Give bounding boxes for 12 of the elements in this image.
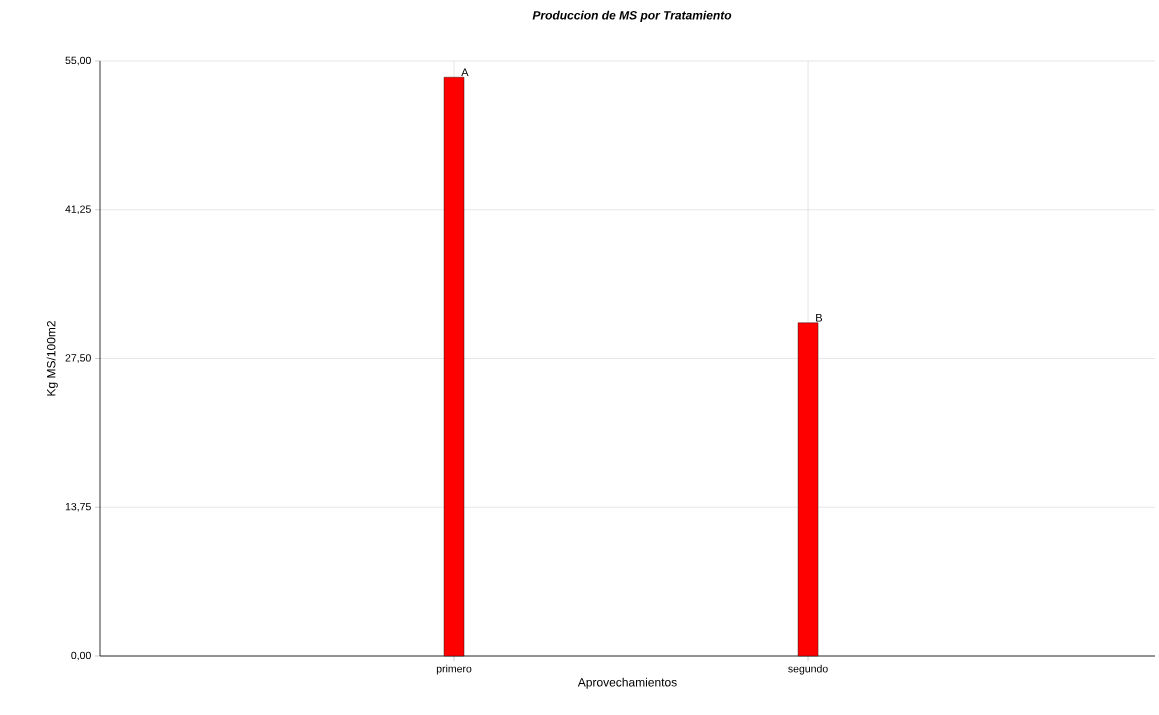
y-axis-title: Kg MS/100m2: [46, 321, 58, 396]
x-tick-label: primero: [436, 664, 472, 675]
y-tick-label: 0,00: [71, 651, 91, 661]
annotation: A: [461, 68, 469, 77]
x-tick-label: segundo: [788, 664, 828, 675]
y-tick-label: 27,50: [65, 354, 91, 363]
y-tick-label: 55,00: [65, 56, 91, 66]
annotation: B: [816, 314, 823, 322]
y-tick-label: 41,25: [65, 205, 91, 215]
y-tick-label: 13,75: [65, 502, 91, 512]
chart-title: Produccion de MS por Tratamiento: [532, 10, 732, 22]
x-axis-title: Aprovechamientos: [577, 677, 677, 689]
